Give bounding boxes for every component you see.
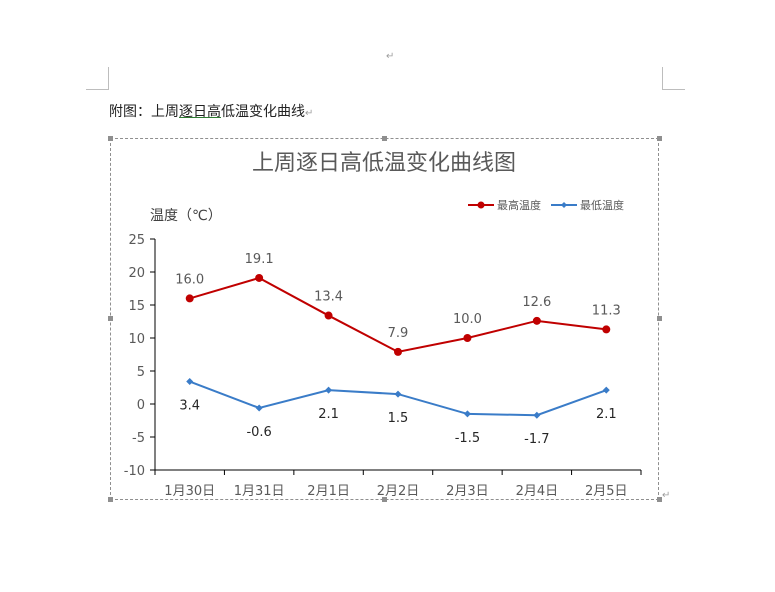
y-tick-label: 0 <box>137 398 145 413</box>
resize-handle-tm[interactable] <box>382 136 387 141</box>
resize-handle-ml[interactable] <box>108 316 113 321</box>
y-tick-label: -5 <box>132 431 145 446</box>
low-temp-data-label: 3.4 <box>179 399 200 414</box>
x-tick-label: 2月1日 <box>307 484 350 499</box>
resize-handle-bl[interactable] <box>108 497 113 502</box>
high-temp-data-label: 12.6 <box>522 295 551 310</box>
y-axis-label: 温度（℃） <box>150 208 222 224</box>
axes: 25 20 15 10 5 0 -5 -10 1月30日 1月31日 2月1日 2月2日 2月3日 2月4… <box>124 233 642 499</box>
x-tick-label: 2月4日 <box>516 484 559 499</box>
caption-paragraph-mark: ↵ <box>305 108 314 119</box>
resize-handle-tr[interactable] <box>657 136 662 141</box>
x-tick-label: 2月5日 <box>585 484 628 499</box>
low-temp-point <box>533 411 541 419</box>
low-temp-point <box>325 386 333 394</box>
high-temp-point <box>255 273 264 282</box>
high-temp-data-label: 7.9 <box>388 326 409 341</box>
y-tick-label: 15 <box>128 299 145 314</box>
y-tick-label: 25 <box>128 233 145 248</box>
low-temp-data-label: 2.1 <box>318 407 339 422</box>
figure-caption: 附图：上周逐日高低温变化曲线↵ <box>109 101 313 121</box>
chart-title: 上周逐日高低温变化曲线图 <box>252 151 516 176</box>
y-tick-label: 10 <box>128 332 145 347</box>
high-temp-point <box>394 347 402 356</box>
high-temp-data-label: 11.3 <box>592 303 621 318</box>
low-temp-point <box>463 410 471 418</box>
low-temp-point <box>255 404 263 412</box>
y-tick-label: 5 <box>137 365 145 380</box>
high-temp-point <box>532 316 541 325</box>
y-tick-label: -10 <box>124 464 145 479</box>
paragraph-mark-top: ↵ <box>386 51 395 62</box>
high-temp-data-label: 16.0 <box>175 272 204 287</box>
legend: 最高温度 最低温度 <box>468 198 624 212</box>
high-temp-data-label: 19.1 <box>245 252 274 267</box>
low-temp-point <box>602 386 610 394</box>
x-tick-label: 1月31日 <box>234 484 285 499</box>
low-temp-data-label: -1.5 <box>455 431 480 446</box>
low-temp-data-label: 1.5 <box>388 411 409 426</box>
resize-handle-br[interactable] <box>657 497 662 502</box>
x-tick-label: 2月3日 <box>446 484 489 499</box>
page-corner-left <box>86 67 109 90</box>
high-temp-point <box>324 311 333 320</box>
legend-label: 最高温度 <box>497 198 541 212</box>
low-temp-point <box>186 378 194 386</box>
high-temp-point <box>463 334 472 342</box>
plot-area: 16.0 19.1 13.4 7.9 10.0 12.6 11.3 3.4 -0.6 2.1 1.5… <box>175 252 621 447</box>
x-tick-label: 1月30日 <box>164 484 215 499</box>
low-temp-point <box>394 390 402 398</box>
paragraph-mark-end: ↵ <box>662 490 671 501</box>
low-temp-data-label: -0.6 <box>246 425 271 440</box>
high-temp-data-label: 10.0 <box>453 312 482 327</box>
page-corner-right <box>662 67 685 90</box>
resize-handle-mr[interactable] <box>657 316 662 321</box>
x-tick-label: 2月2日 <box>377 484 420 499</box>
resize-handle-tl[interactable] <box>108 136 113 141</box>
high-temp-data-label: 13.4 <box>314 290 343 305</box>
legend-marker <box>477 201 485 209</box>
low-temp-data-label: -1.7 <box>524 432 549 447</box>
legend-label: 最低温度 <box>580 198 624 212</box>
resize-handle-bm[interactable] <box>382 497 387 502</box>
caption-prefix: 附图：上周 <box>109 104 179 120</box>
caption-underlined: 逐日高 <box>179 104 221 120</box>
high-temp-point <box>602 325 611 334</box>
high-temp-point <box>185 294 194 303</box>
low-temp-data-label: 2.1 <box>596 407 617 422</box>
legend-marker <box>561 202 567 208</box>
caption-suffix: 低温变化曲线 <box>221 104 305 120</box>
y-tick-label: 20 <box>128 266 145 281</box>
